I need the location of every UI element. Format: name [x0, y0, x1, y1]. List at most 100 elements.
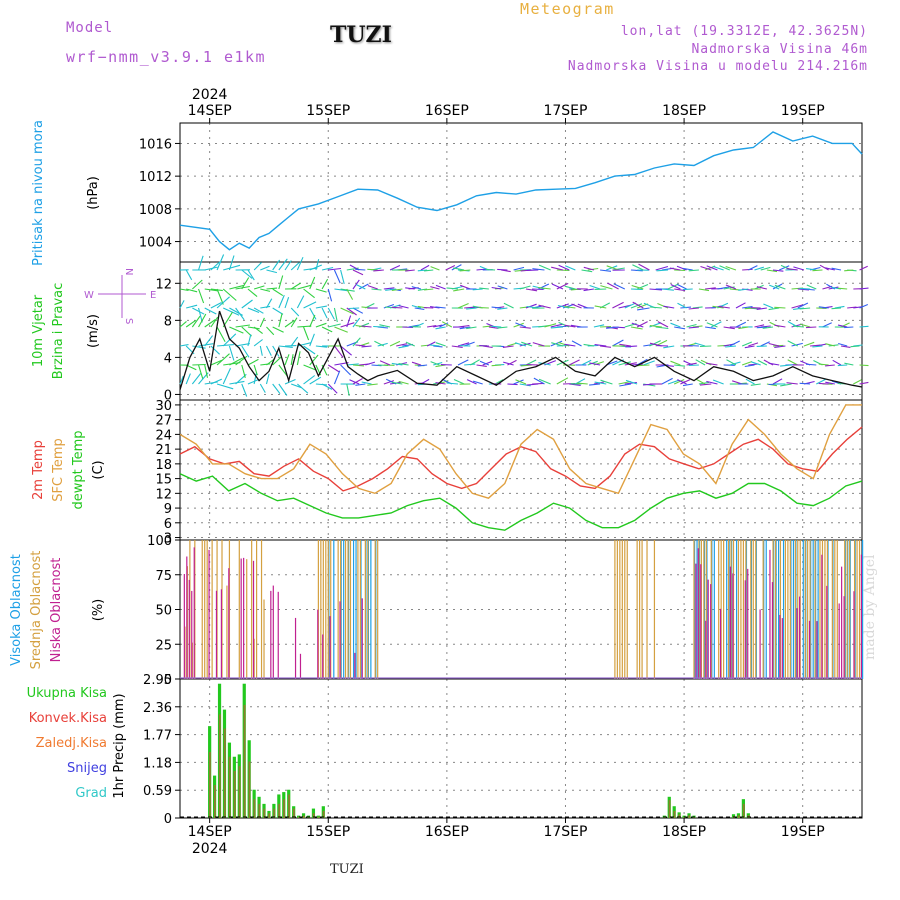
wind-arrow [657, 302, 669, 309]
wind-arrow [564, 265, 576, 271]
wind-speed-line [179, 310, 863, 390]
wind-arrow [766, 269, 778, 273]
wind-arrow [204, 364, 209, 378]
wind-arrow [774, 284, 786, 290]
wind-arrow [216, 383, 234, 390]
temp-series-line [179, 426, 863, 492]
wind-arrow [374, 340, 385, 347]
wind-arrow [711, 321, 722, 328]
wind-arrow [806, 284, 817, 290]
wind-arrow [507, 383, 518, 386]
precip-bar-conv [312, 813, 315, 818]
wind-arrow [453, 288, 465, 292]
y-tick-label: 30 [155, 399, 172, 414]
wind-arrow [466, 326, 477, 330]
wind-arrow [192, 363, 206, 366]
wind-arrow [695, 359, 706, 366]
wind-arrow [805, 326, 817, 329]
wind-arrow [367, 285, 378, 290]
wind-arrow [272, 288, 284, 297]
wind-arrow [373, 325, 384, 328]
wind-arrow [774, 345, 786, 348]
wind-arrow [352, 378, 363, 385]
wind-arrow [482, 360, 493, 366]
wind-arrow [346, 363, 359, 366]
wind-arrow [550, 340, 563, 347]
wind-arrow [618, 361, 631, 366]
wind-arrow [247, 334, 252, 347]
wind-arrow [631, 284, 644, 290]
wind-arrow [744, 345, 755, 349]
day-label-bottom: 14SEP [188, 824, 232, 840]
wind-arrow [290, 282, 301, 290]
wind-arrow [532, 268, 545, 271]
wind-arrow [818, 306, 829, 309]
wind-arrow [859, 364, 869, 367]
wind-arrow [692, 325, 703, 328]
wind-arrow [525, 288, 538, 292]
y-tick-label: 1016 [139, 137, 172, 152]
wind-arrow [453, 267, 465, 271]
precip-legend-label: Ukupna Kisa [27, 686, 107, 701]
wind-arrow [792, 325, 804, 328]
wind-arrow [485, 268, 496, 271]
wind-arrow [726, 359, 737, 366]
wind-arrow [327, 383, 338, 394]
wind-arrow [706, 265, 718, 271]
wind-arrow [430, 266, 440, 271]
wind-arrow [581, 359, 592, 366]
wind-arrow [346, 315, 352, 328]
wind-arrow [315, 259, 320, 271]
precip-bar-conv [248, 761, 251, 818]
wind-arrow [346, 307, 357, 316]
precip-bar-conv [283, 799, 285, 818]
wind-arrow [630, 288, 643, 291]
wind-arrow [346, 288, 354, 300]
pressure-line [179, 131, 863, 251]
y-tick-label: 0 [164, 388, 172, 403]
precip-legend-label: Konvek.Kisa [29, 711, 107, 726]
wind-arrow [186, 288, 198, 293]
wind-arrow [612, 301, 624, 309]
y-tick-label: 1.77 [143, 729, 172, 744]
wind-arrow [260, 305, 271, 309]
wind-arrow [583, 266, 595, 271]
wind-arrow [674, 288, 686, 292]
wind-arrow [210, 345, 220, 355]
wind-arrow [482, 325, 493, 328]
wind-arrow [328, 267, 342, 271]
wind-arrow [247, 378, 260, 385]
wind-axis-unit: (m/s) [86, 314, 101, 348]
wind-arrow [706, 380, 718, 385]
wind-arrow [564, 305, 576, 309]
wind-arrow [606, 326, 619, 329]
wind-arrow [564, 343, 576, 347]
wind-arrow [348, 307, 360, 310]
wind-arrow [847, 306, 857, 309]
wind-arrow [491, 364, 502, 367]
wind-arrow [630, 326, 643, 330]
wind-arrow [515, 379, 527, 385]
wind-arrow [204, 319, 216, 328]
temp-legend-label: 2m Temp [31, 440, 46, 500]
wind-arrow [321, 307, 328, 319]
wind-arrow [688, 269, 699, 272]
wind-arrow [453, 378, 465, 385]
wind-arrow [391, 288, 403, 292]
wind-arrow [429, 344, 440, 347]
wind-arrow [564, 324, 576, 328]
wind-arrow [787, 340, 799, 347]
wind-axis-title: 10m Vjetar [31, 294, 46, 367]
wind-arrow [309, 307, 317, 320]
wind-arrow [705, 287, 716, 290]
wind-arrow [417, 269, 428, 272]
wind-arrow [513, 379, 524, 385]
precip-bar-conv [737, 815, 740, 818]
wind-arrow [315, 322, 327, 328]
wind-arrow [600, 379, 613, 385]
wind-arrow [253, 326, 263, 335]
wind-arrow [361, 325, 372, 328]
wind-arrow [192, 345, 206, 349]
wind-arrow [805, 363, 817, 366]
y-tick-label: 2.95 [143, 673, 172, 688]
